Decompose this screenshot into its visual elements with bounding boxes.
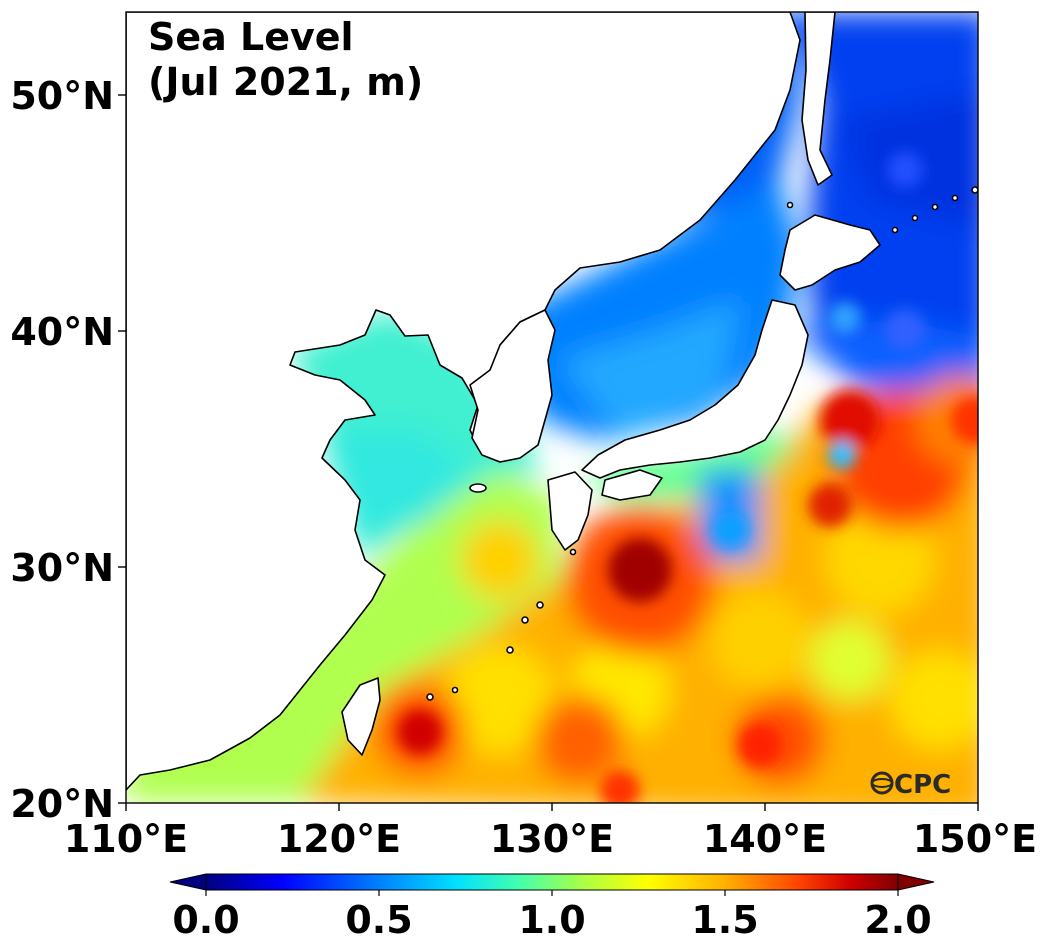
lat-tick-label: 40°N <box>10 310 114 354</box>
colorbar-ticks <box>205 890 899 896</box>
cpc-logo-text: CPC <box>894 770 951 800</box>
shikoku-island <box>601 469 663 501</box>
cpc-logo: CPC <box>870 770 951 800</box>
lon-tick-label: 130°E <box>490 817 614 861</box>
map-plot-area: Sea Level (Jul 2021, m) CPC <box>126 12 978 803</box>
latitude-axis-labels: 20°N 30°N 40°N 50°N <box>10 74 114 826</box>
lon-tick-label: 120°E <box>277 817 401 861</box>
sakhalin-island <box>801 12 836 186</box>
tick-marks <box>118 94 979 811</box>
lon-tick-label: 150°E <box>913 817 1037 861</box>
globe-icon <box>870 771 894 795</box>
lat-tick-label: 50°N <box>10 74 114 118</box>
colorbar-tick-label: 0.5 <box>345 898 412 942</box>
kyushu-island <box>547 471 593 551</box>
colorbar-underflow-arrow <box>169 873 207 891</box>
map-title-line1: Sea Level <box>148 15 354 59</box>
asia-mainland <box>126 12 801 791</box>
colorbar: 0.0 0.5 1.0 1.5 2.0 <box>169 873 935 942</box>
land-masses <box>126 12 978 791</box>
lon-tick-label: 140°E <box>703 817 827 861</box>
colorbar-tick-label: 0.0 <box>172 898 239 942</box>
lat-tick-label: 20°N <box>10 782 114 826</box>
lon-tick-label: 110°E <box>64 817 188 861</box>
colorbar-tick-label: 1.5 <box>691 898 758 942</box>
longitude-axis-labels: 110°E 120°E 130°E 140°E 150°E <box>64 817 1037 861</box>
lat-tick-label: 30°N <box>10 546 114 590</box>
map-title-line2: (Jul 2021, m) <box>148 60 423 104</box>
colorbar-overflow-arrow <box>897 873 935 891</box>
eddy-cores <box>398 152 978 803</box>
korea-peninsula <box>469 309 556 463</box>
colorbar-tick-label: 2.0 <box>864 898 931 942</box>
honshu-island <box>581 299 809 479</box>
hokkaido-island <box>779 214 881 291</box>
colorbar-tick-label: 1.0 <box>518 898 585 942</box>
colorbar-gradient <box>205 873 899 891</box>
taiwan-island <box>341 677 381 756</box>
